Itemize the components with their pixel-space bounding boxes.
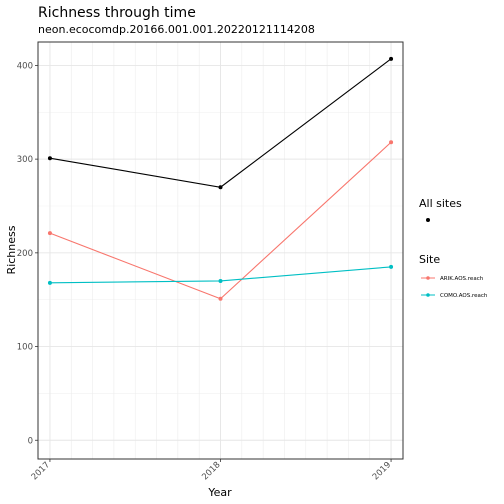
legend-arik-aos-reach-key-point bbox=[426, 276, 430, 280]
y-tick-label: 100 bbox=[17, 343, 33, 353]
y-tick-label: 0 bbox=[28, 436, 33, 446]
chart-subtitle: neon.ecocomdp.20166.001.001.202201211142… bbox=[38, 23, 315, 36]
legend-key-all-sites bbox=[426, 218, 430, 222]
minor-gridlines bbox=[38, 42, 403, 459]
x-tick-label: 2018 bbox=[200, 460, 222, 482]
series-como-aos-reach-point bbox=[218, 278, 223, 283]
legend-all-sites bbox=[426, 218, 430, 222]
y-axis: 0 100 200 300 400 bbox=[17, 61, 38, 446]
legend-como-aos-reach-key-point bbox=[426, 293, 430, 297]
series-arik-aos-reach-point bbox=[218, 296, 223, 301]
legend-sites: ARIK.AOS.reach COMO.AOS.reach bbox=[421, 276, 488, 299]
major-gridlines bbox=[38, 42, 403, 459]
x-tick-label: 2019 bbox=[371, 460, 393, 482]
y-tick-label: 200 bbox=[17, 249, 33, 259]
series-arik-aos-reach-point bbox=[389, 140, 394, 145]
x-tick-label: 2017 bbox=[30, 460, 52, 482]
legend-como-aos-reach-label: COMO.AOS.reach bbox=[440, 293, 488, 299]
all-sites-point bbox=[218, 185, 223, 190]
y-axis-title: Richness bbox=[5, 225, 18, 274]
y-tick-label: 400 bbox=[17, 61, 33, 71]
legend-title-site: Site bbox=[419, 253, 440, 266]
all-sites-point bbox=[47, 156, 52, 161]
y-tick-label: 300 bbox=[17, 155, 33, 165]
series-arik-aos-reach-point bbox=[47, 231, 52, 236]
legend-title-all-sites: All sites bbox=[419, 197, 462, 210]
chart-title: Richness through time bbox=[38, 5, 196, 21]
legend: All sites Site ARIK.AOS.reach COMO.AOS.re… bbox=[419, 197, 488, 299]
x-axis-title: Year bbox=[207, 486, 232, 499]
series-como-aos-reach-point bbox=[47, 280, 52, 285]
x-axis: 2017 2018 2019 bbox=[30, 459, 393, 482]
all-sites-point bbox=[389, 56, 394, 61]
series-como-aos-reach-point bbox=[389, 264, 394, 269]
legend-arik-aos-reach-label: ARIK.AOS.reach bbox=[440, 276, 484, 282]
series-layer bbox=[47, 56, 394, 301]
